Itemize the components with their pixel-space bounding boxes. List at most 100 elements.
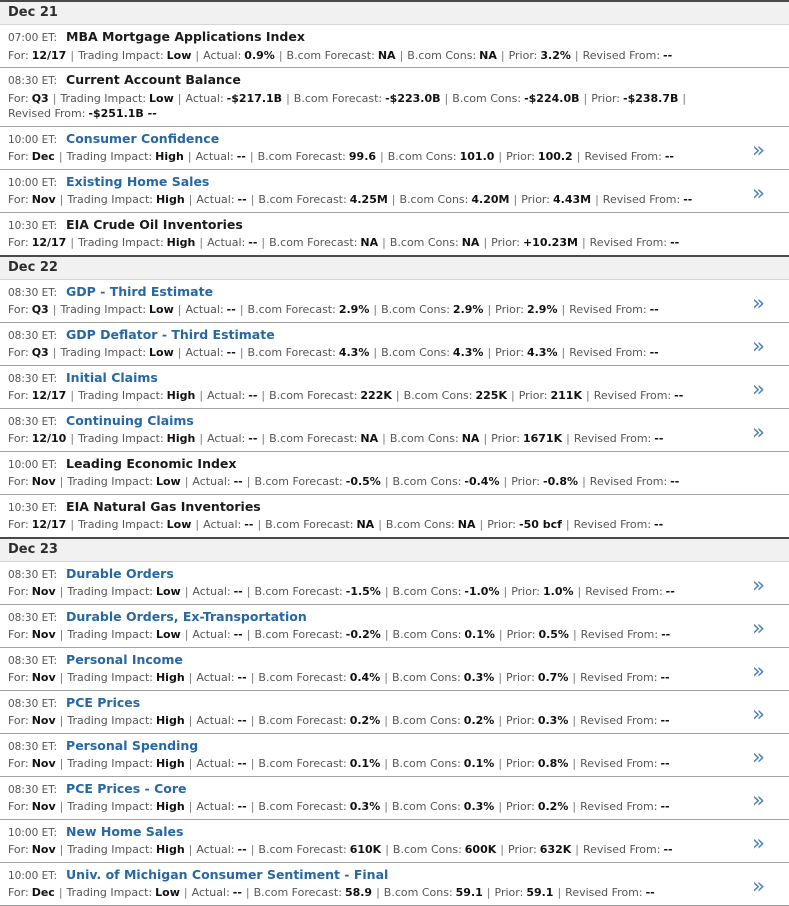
pipe-separator: | <box>195 518 200 531</box>
details-chevron-icon[interactable]: » <box>752 744 765 769</box>
field-value: 2.9% <box>338 303 370 316</box>
event-detail-line: For: Q3 | Trading Impact: Low | Actual: -- | B.co… <box>8 302 781 318</box>
field-value: 0.5% <box>538 628 569 641</box>
field-label: Prior: <box>487 518 517 531</box>
details-chevron-icon[interactable]: » <box>752 572 765 597</box>
details-chevron-icon[interactable]: » <box>752 701 765 726</box>
details-chevron-icon[interactable]: » <box>752 787 765 812</box>
pipe-separator: | <box>384 671 388 684</box>
field-label: For: <box>8 48 29 62</box>
field-value: High <box>155 714 185 727</box>
event-title-line: 08:30 ET: PCE Prices - Core <box>8 780 781 799</box>
event-title-link[interactable]: Durable Orders, Ex-Transportation <box>66 608 307 624</box>
event-title-link[interactable]: GDP Deflator - Third Estimate <box>66 326 275 342</box>
pipe-separator: | <box>577 585 582 598</box>
field-label: Revised From: <box>580 800 658 813</box>
event-title-line: 08:30 ET: Initial Claims <box>8 369 781 388</box>
details-chevron-icon[interactable]: » <box>752 290 765 315</box>
pipe-separator: | <box>682 91 687 105</box>
field-label: For: <box>8 757 29 770</box>
event-title-link[interactable]: PCE Prices - Core <box>66 780 187 796</box>
details-chevron-icon[interactable]: » <box>752 137 765 162</box>
field-label: Actual: <box>192 585 231 598</box>
event-title-link[interactable]: Continuing Claims <box>66 412 194 428</box>
field-value: High <box>166 236 196 249</box>
event-title-link[interactable]: PCE Prices <box>66 694 141 710</box>
field-value: 12/10 <box>31 432 67 445</box>
pipe-separator: | <box>59 475 64 488</box>
field-label: B.com Cons: <box>387 150 457 163</box>
field-value: -0.4% <box>464 475 500 488</box>
pipe-separator: | <box>500 48 505 62</box>
event-title-link[interactable]: Personal Spending <box>66 737 199 753</box>
field-label: B.com Forecast: <box>258 671 347 684</box>
pipe-separator: | <box>187 150 192 163</box>
field-value: -50 bcf <box>519 518 562 531</box>
field-label: B.com Cons: <box>381 346 450 359</box>
event-title-link[interactable]: New Home Sales <box>66 823 184 839</box>
event-title-link[interactable]: Personal Income <box>66 651 183 667</box>
details-chevron-icon[interactable]: » <box>752 830 765 855</box>
field-value: -0.2% <box>345 628 381 641</box>
event-row: 10:30 ET: EIA Crude Oil Inventories For: 1… <box>0 211 789 255</box>
pipe-separator: | <box>52 303 57 316</box>
field-label: B.com Forecast: <box>247 303 336 316</box>
field-value: 225K <box>475 389 507 402</box>
field-value: 1.0% <box>543 585 574 598</box>
event-row: 10:00 ET: Existing Home Sales For: Nov | Tra… <box>0 168 789 212</box>
field-label: Trading Impact: <box>67 628 153 641</box>
field-label: Actual: <box>195 150 234 163</box>
pipe-separator: | <box>59 671 64 684</box>
field-value: 4.43M <box>552 193 592 206</box>
field-label: B.com Cons: <box>391 800 461 813</box>
pipe-separator: | <box>373 346 378 359</box>
event-time: 08:30 ET: <box>8 372 58 385</box>
pipe-separator: | <box>574 48 579 62</box>
event-detail-line: For: Nov | Trading Impact: High | Actual: -- | B.… <box>8 799 781 815</box>
event-title-link[interactable]: Existing Home Sales <box>66 173 210 189</box>
field-label: Revised From: <box>582 48 661 62</box>
field-value: -$251.1B -- <box>88 107 157 120</box>
pipe-separator: | <box>184 475 189 488</box>
pipe-separator: | <box>487 346 492 359</box>
field-label: For: <box>8 585 29 598</box>
field-value: -- <box>661 628 671 641</box>
event-title-link[interactable]: Univ. of Michigan Consumer Sentiment - F… <box>66 866 389 882</box>
field-label: Trading Impact: <box>67 843 153 856</box>
event-title: EIA Natural Gas Inventories <box>66 498 261 514</box>
field-value: Low <box>149 346 174 359</box>
field-value: -- <box>237 843 247 856</box>
field-label: Actual: <box>185 303 224 316</box>
details-chevron-icon[interactable]: » <box>752 615 765 640</box>
event-title-link[interactable]: Initial Claims <box>66 369 158 385</box>
field-label: Prior: <box>506 150 535 163</box>
event-time: 07:00 ET: <box>8 32 58 44</box>
details-chevron-icon[interactable]: » <box>752 376 765 401</box>
field-value: Nov <box>31 628 56 641</box>
field-label: Actual: <box>185 346 224 359</box>
details-chevron-icon[interactable]: » <box>752 419 765 444</box>
details-chevron-icon[interactable]: » <box>752 658 765 683</box>
field-value: NA <box>377 48 396 62</box>
field-value: 0.1% <box>349 757 381 770</box>
field-value: NA <box>461 432 480 445</box>
details-chevron-icon[interactable]: » <box>752 333 765 358</box>
pipe-separator: | <box>246 475 251 488</box>
field-label: B.com Forecast: <box>254 585 343 598</box>
event-title-link[interactable]: GDP - Third Estimate <box>66 283 214 299</box>
details-chevron-icon[interactable]: » <box>752 180 765 205</box>
event-title-link[interactable]: Durable Orders <box>66 565 174 581</box>
event-title-link[interactable]: Consumer Confidence <box>66 130 220 146</box>
field-label: B.com Forecast: <box>269 432 358 445</box>
pipe-separator: | <box>199 432 204 445</box>
details-chevron-icon[interactable]: » <box>752 873 765 898</box>
field-label: Prior: <box>494 886 524 899</box>
field-label: Trading Impact: <box>78 389 164 402</box>
field-value: 0.8% <box>537 757 569 770</box>
field-label: Prior: <box>491 236 520 249</box>
event-detail-line: For: 12/17 | Trading Impact: High | Actual: -- |… <box>8 235 781 251</box>
event-row: 08:30 ET: Initial Claims For: 12/17 | Tradin… <box>0 364 789 408</box>
event-title-line: 08:30 ET: Continuing Claims <box>8 412 781 431</box>
event-detail-line: For: Nov | Trading Impact: High | Actual: -- | B.… <box>8 713 781 729</box>
field-value: 4.3% <box>526 346 558 359</box>
